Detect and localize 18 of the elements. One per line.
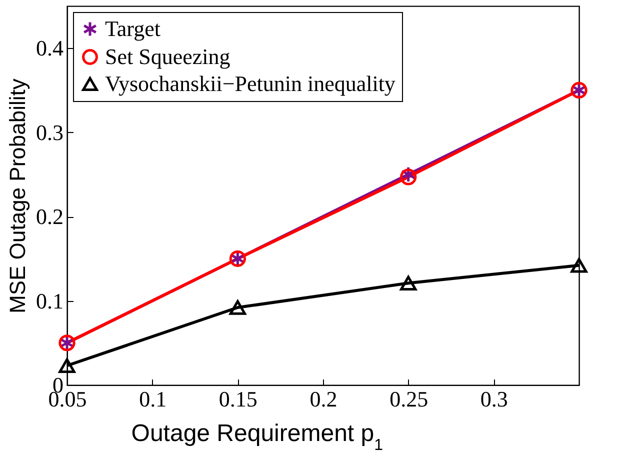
legend-label: Set Squeezing [105, 44, 230, 69]
point [400, 276, 417, 290]
y-tick-label: 0.4 [36, 36, 64, 61]
y-tick-label: 0.2 [36, 204, 64, 230]
point [229, 300, 246, 315]
x-tick-label: 0.3 [480, 386, 508, 412]
x-tick-label: 0.25 [390, 386, 428, 412]
x-tick-label: 0.15 [218, 386, 258, 412]
y-tick-label: 0.3 [36, 120, 64, 145]
x-axis-title: Outage Requirement p$_{1}$ [131, 420, 384, 454]
point [58, 358, 76, 374]
y-axis-title: MSE Outage Probability [5, 78, 30, 314]
x-tick-label: 0.2 [310, 386, 338, 412]
legend-label: Vysochanskii−Petunin inequality [105, 71, 396, 96]
y-tick-label: 0.1 [36, 288, 64, 314]
legend-label: Target [105, 16, 160, 41]
x-tick-label: 0.1 [139, 386, 167, 412]
point [570, 258, 588, 273]
